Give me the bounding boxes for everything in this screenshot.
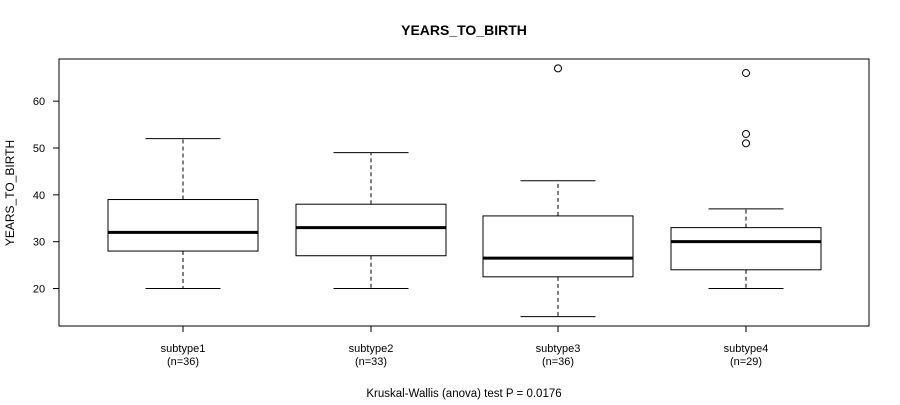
- box-iqr: [670, 227, 822, 271]
- x-category-count: (n=33): [355, 356, 387, 368]
- chart-title: YEARS_TO_BIRTH: [401, 22, 527, 38]
- box-subtype2: [295, 152, 447, 290]
- x-axis: subtype1(n=36)subtype2(n=33)subtype3(n=3…: [161, 325, 769, 368]
- x-category-count: (n=29): [730, 356, 762, 368]
- box-iqr: [482, 215, 634, 278]
- outlier-point: [742, 139, 750, 148]
- y-axis: 20 30 40 50 60: [33, 96, 60, 296]
- x-category-count: (n=36): [542, 356, 574, 368]
- y-axis-label: YEARS_TO_BIRTH: [3, 140, 17, 246]
- box-subtype3: [482, 64, 634, 318]
- y-tick-label: 60: [33, 96, 45, 108]
- box-subtype1: [107, 138, 259, 290]
- y-tick-label: 40: [33, 190, 45, 202]
- box-iqr: [295, 203, 447, 257]
- x-category-label: subtype3: [536, 343, 581, 355]
- y-tick-label: 20: [33, 284, 45, 296]
- test-footnote: Kruskal-Wallis (anova) test P = 0.0176: [366, 388, 561, 400]
- x-category-count: (n=36): [167, 356, 199, 368]
- y-tick-label: 50: [33, 143, 45, 155]
- box-subtype4: [670, 69, 822, 290]
- outlier-point: [554, 64, 562, 73]
- outlier-point: [742, 69, 750, 78]
- x-category-label: subtype4: [724, 343, 769, 355]
- box-series: [107, 64, 822, 318]
- x-category-label: subtype2: [349, 343, 394, 355]
- x-category-label: subtype1: [161, 343, 206, 355]
- y-tick-label: 30: [33, 237, 45, 249]
- box-iqr: [107, 199, 259, 252]
- outlier-point: [742, 129, 750, 138]
- plot-frame: [58, 58, 870, 327]
